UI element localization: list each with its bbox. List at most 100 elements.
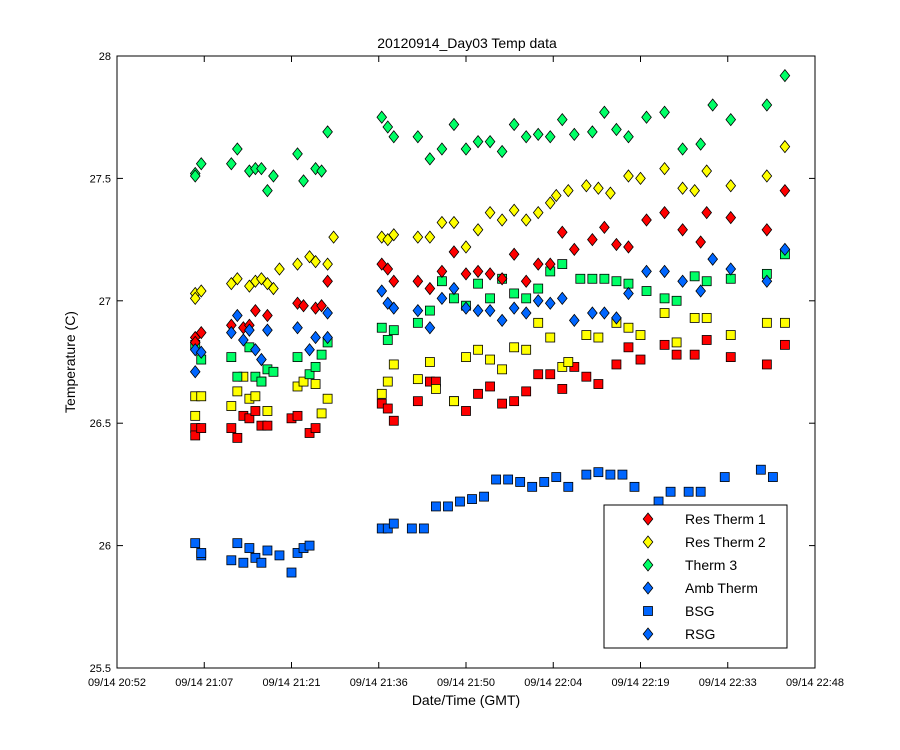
diamond-point [611,237,622,252]
diamond-point [695,235,706,249]
diamond-point [262,323,273,337]
x-tick-label: 09/14 22:04 [524,677,582,689]
diamond-point [316,164,327,178]
diamond-point [412,230,424,244]
chart-title: 20120914_Day03 Temp data [377,35,557,51]
square-point [671,349,682,360]
diamond-point [412,274,424,288]
diamond-point [238,333,249,347]
square-point [701,335,712,345]
diamond-point [623,130,634,144]
square-point [437,276,447,287]
diamond-point [725,210,737,225]
diamond-point [761,98,773,112]
diamond-point [677,223,688,237]
x-tick-label: 09/14 22:19 [611,677,669,689]
diamond-point [544,296,556,310]
diamond-point [761,274,773,288]
y-tick-label: 27.5 [90,173,111,185]
diamond-point [520,130,532,144]
diamond-point [424,230,436,244]
square-point [479,491,489,502]
diamond-point [532,127,544,141]
diamond-point [599,306,610,320]
legend-label: Res Therm 2 [685,534,766,550]
diamond-point [388,301,400,315]
diamond-point [508,117,520,132]
diamond-point [544,196,556,210]
square-point [659,339,670,350]
diamond-point [195,157,207,171]
square-point [190,430,201,441]
square-point [262,406,273,416]
square-point [382,403,393,414]
diamond-point [322,306,333,320]
square-point [418,523,429,534]
diamond-point [707,98,719,112]
diamond-point [779,139,791,154]
diamond-point [701,206,713,220]
square-point [232,386,243,397]
diamond-point [484,135,496,149]
square-point [412,396,423,407]
diamond-point [298,299,309,313]
square-point [388,518,399,529]
legend: Res Therm 1 Res Therm 2 Therm 3 Amb Therm BS… [603,504,788,649]
diamond-point [635,171,646,186]
diamond-point [568,242,580,257]
square-point [527,481,538,492]
diamond-point [376,257,388,271]
square-point [581,330,592,340]
square-point [515,477,526,487]
diamond-point [195,325,207,340]
square-point [316,349,327,360]
diamond-point [328,230,339,244]
square-point [557,384,568,394]
square-point [310,361,321,372]
square-point [473,344,483,355]
square-point [406,523,417,534]
square-point [190,538,201,549]
square-point [238,557,249,568]
square-point [382,335,393,345]
diamond-point [659,105,670,119]
square-point [521,293,532,304]
x-tick-label: 09/14 21:07 [175,677,233,689]
diamond-point [568,313,580,328]
diamond-point [689,183,700,198]
diamond-point [189,169,201,183]
diamond-point [232,272,243,286]
diamond-point [250,303,261,318]
diamond-point [659,264,670,279]
square-point [292,410,303,421]
square-point [545,332,556,343]
legend-marker [642,558,654,572]
legend-marker [642,535,654,549]
diamond-point [376,110,388,124]
diamond-point [268,169,279,183]
square-point [226,555,237,566]
square-point [388,325,399,336]
diamond-point [677,142,688,156]
square-point [635,330,646,340]
square-point [581,371,592,382]
square-point [497,398,508,409]
diamond-point [322,125,333,139]
diamond-point [310,254,321,269]
square-point [635,354,646,365]
y-axis-ticks: 25.5 26 26.5 27 27.5 28 [90,51,815,675]
square-point [611,276,622,287]
data-markers [189,68,791,578]
square-point [304,369,315,380]
diamond-point [322,274,333,288]
legend-marker [642,627,654,641]
x-axis-ticks: 09/14 20:52 09/14 21:07 09/14 21:21 09/14 2… [88,56,844,689]
diamond-point [412,303,424,318]
square-point [256,376,267,387]
y-tick-label: 27 [99,296,111,308]
square-point [509,288,520,299]
x-axis-label: Date/Time (GMT) [412,692,520,708]
square-point [617,469,628,480]
diamond-point [472,303,484,318]
y-axis-label: Temperature (C) [62,311,78,413]
